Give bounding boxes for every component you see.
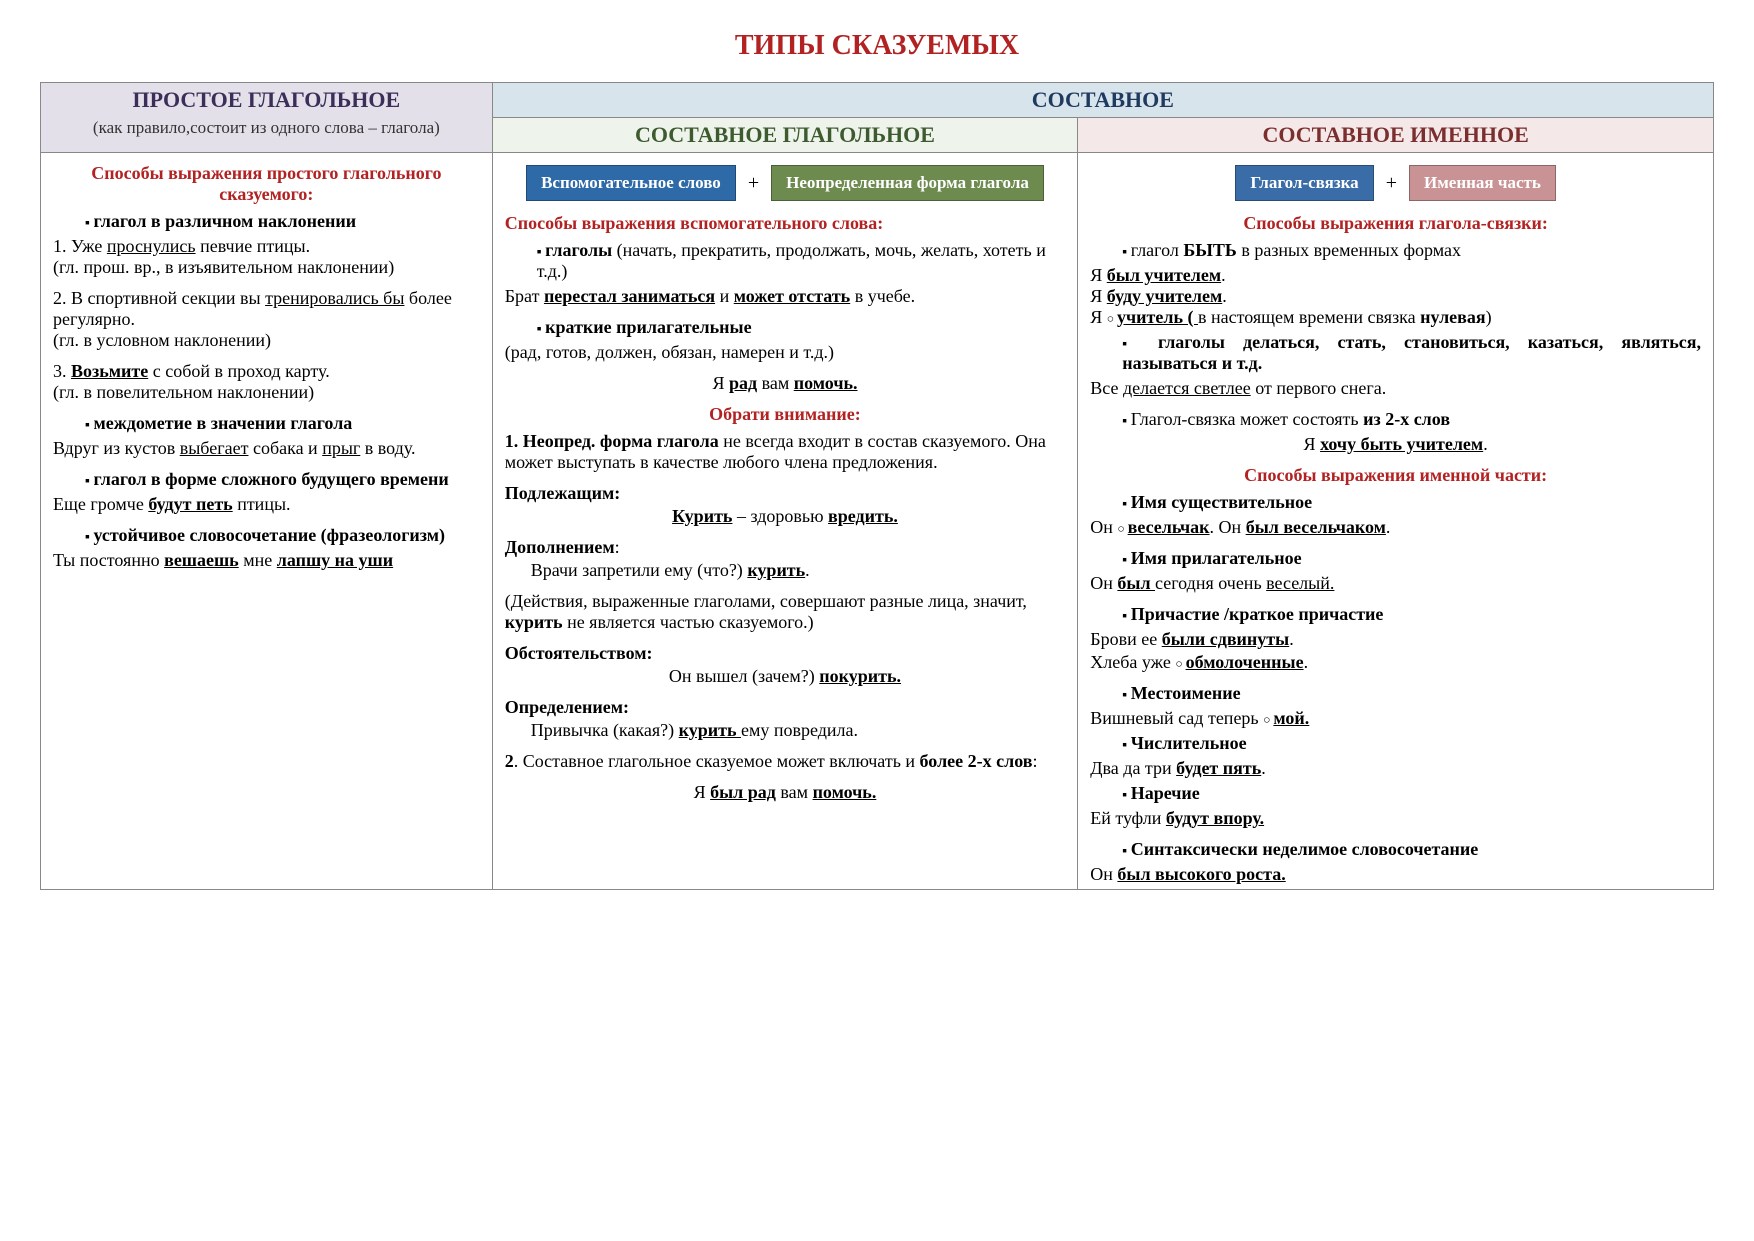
nominal-p5-ex: Два да три будет пять. (1090, 758, 1701, 779)
verbal-cell: Вспомогательное слово + Неопределенная ф… (492, 153, 1078, 890)
verbal-note2: 2. Составное глагольное сказуемое может … (505, 751, 1066, 772)
nominal-p2: Имя прилагательное (1122, 548, 1701, 569)
simple-ex4: Вдруг из кустов выбегает собака и прыг в… (53, 438, 480, 459)
nominal-box-row: Глагол-связка + Именная часть (1090, 165, 1701, 201)
header-simple-title: ПРОСТОЕ ГЛАГОЛЬНОЕ (133, 87, 401, 112)
nominal-p5: Числительное (1122, 733, 1701, 754)
box-aux-word: Вспомогательное слово (526, 165, 736, 201)
plus-icon: + (744, 172, 763, 195)
simple-ex5: Еще громче будут петь птицы. (53, 494, 480, 515)
nominal-bullet-2: глаголы делаться, стать, становиться, ка… (1122, 332, 1701, 374)
nominal-caption2: Способы выражения именной части: (1090, 465, 1701, 486)
simple-bullet-2: междометие в значении глагола (85, 413, 480, 434)
simple-ex6: Ты постоянно вешаешь мне лапшу на уши (53, 550, 480, 571)
verbal-subject-label: Подлежащим: (505, 483, 1066, 504)
nominal-bullet-3: Глагол-связка может состоять из 2-х слов (1122, 409, 1701, 430)
predicate-types-table: ПРОСТОЕ ГЛАГОЛЬНОЕ (как правило,состоит … (40, 82, 1714, 890)
nominal-ex3: Я ○ учитель ( в настоящем времени связка… (1090, 307, 1701, 328)
nominal-cell: Глагол-связка + Именная часть Способы вы… (1078, 153, 1714, 890)
nominal-p6: Наречие (1122, 783, 1701, 804)
verbal-attention: Обрати внимание: (505, 404, 1066, 425)
nominal-p3-ex2: Хлеба уже ○ обмолоченные. (1090, 652, 1701, 673)
nominal-p1-ex: Он ○ весельчак. Он был весельчаком. (1090, 517, 1701, 538)
header-compound-nominal: СОСТАВНОЕ ИМЕННОЕ (1078, 118, 1714, 153)
nominal-p7: Синтаксически неделимое словосочетание (1122, 839, 1701, 860)
nominal-bullet-1: глагол БЫТЬ в разных временных формах (1122, 240, 1701, 261)
verbal-ex2: Я рад вам помочь. (505, 373, 1066, 394)
verbal-object-note: (Действия, выраженные глаголами, соверша… (505, 591, 1066, 633)
plus-icon: + (1382, 172, 1401, 195)
simple-bullet-3: глагол в форме сложного будущего времени (85, 469, 480, 490)
header-compound-verbal: СОСТАВНОЕ ГЛАГОЛЬНОЕ (492, 118, 1078, 153)
simple-ex2: 2. В спортивной секции вы тренировались … (53, 288, 480, 351)
nominal-p4: Местоимение (1122, 683, 1701, 704)
verbal-object-ex: Врачи запретили ему (что?) курить. (505, 560, 1066, 581)
verbal-note1: 1. Неопред. форма глагола не всегда вход… (505, 431, 1066, 473)
verbal-subject-ex: Курить – здоровью вредить. (505, 506, 1066, 527)
nominal-p4-ex: Вишневый сад теперь ○ мой. (1090, 708, 1701, 729)
nominal-ex1: Я был учителем. (1090, 265, 1701, 286)
nominal-p3: Причастие /краткое причастие (1122, 604, 1701, 625)
nominal-ex2: Я буду учителем. (1090, 286, 1701, 307)
simple-cell: Способы выражения простого глагольного с… (41, 153, 493, 890)
nominal-p2-ex: Он был сегодня очень веселый. (1090, 573, 1701, 594)
nominal-caption1: Способы выражения глагола-связки: (1090, 213, 1701, 234)
simple-bullet-4: устойчивое словосочетание (фразеологизм) (85, 525, 480, 546)
nominal-p6-ex: Ей туфли будут впору. (1090, 808, 1701, 829)
verbal-b2-rest: (рад, готов, должен, обязан, намерен и т… (505, 342, 1066, 363)
simple-bullet-1: глагол в различном наклонении (85, 211, 480, 232)
header-compound: СОСТАВНОЕ (492, 83, 1713, 118)
verbal-bullet-1: глаголы (начать, прекратить, продолжать,… (537, 240, 1066, 282)
verbal-object-label: Дополнением: (505, 537, 1066, 558)
simple-ex1: 1. Уже проснулись певчие птицы.(гл. прош… (53, 236, 480, 278)
verbal-bullet-2: краткие прилагательные (537, 317, 1066, 338)
header-simple-sub: (как правило,состоит из одного слова – г… (93, 118, 440, 137)
page-title: ТИПЫ СКАЗУЕМЫХ (40, 30, 1714, 62)
verbal-def-ex: Привычка (какая?) курить ему повредила. (505, 720, 1066, 741)
header-simple: ПРОСТОЕ ГЛАГОЛЬНОЕ (как правило,состоит … (41, 83, 493, 153)
verbal-adverb-label: Обстоятельством: (505, 643, 1066, 664)
verbal-caption: Способы выражения вспомогательного слова… (505, 213, 1066, 234)
box-nominal-part: Именная часть (1409, 165, 1556, 201)
verbal-box-row: Вспомогательное слово + Неопределенная ф… (505, 165, 1066, 201)
nominal-p1: Имя существительное (1122, 492, 1701, 513)
simple-caption: Способы выражения простого глагольного с… (53, 163, 480, 205)
verbal-note2-ex: Я был рад вам помочь. (505, 782, 1066, 803)
nominal-p7-ex: Он был высокого роста. (1090, 864, 1701, 885)
box-link-verb: Глагол-связка (1235, 165, 1373, 201)
nominal-p3-ex1: Брови ее были сдвинуты. (1090, 629, 1701, 650)
nominal-ex4: Все делается светлее от первого снега. (1090, 378, 1701, 399)
nominal-ex5: Я хочу быть учителем. (1090, 434, 1701, 455)
box-infinitive: Неопределенная форма глагола (771, 165, 1044, 201)
verbal-adverb-ex: Он вышел (зачем?) покурить. (505, 666, 1066, 687)
verbal-def-label: Определением: (505, 697, 1066, 718)
verbal-ex1: Брат перестал заниматься и может отстать… (505, 286, 1066, 307)
simple-ex3: 3. Возьмите с собой в проход карту.(гл. … (53, 361, 480, 403)
